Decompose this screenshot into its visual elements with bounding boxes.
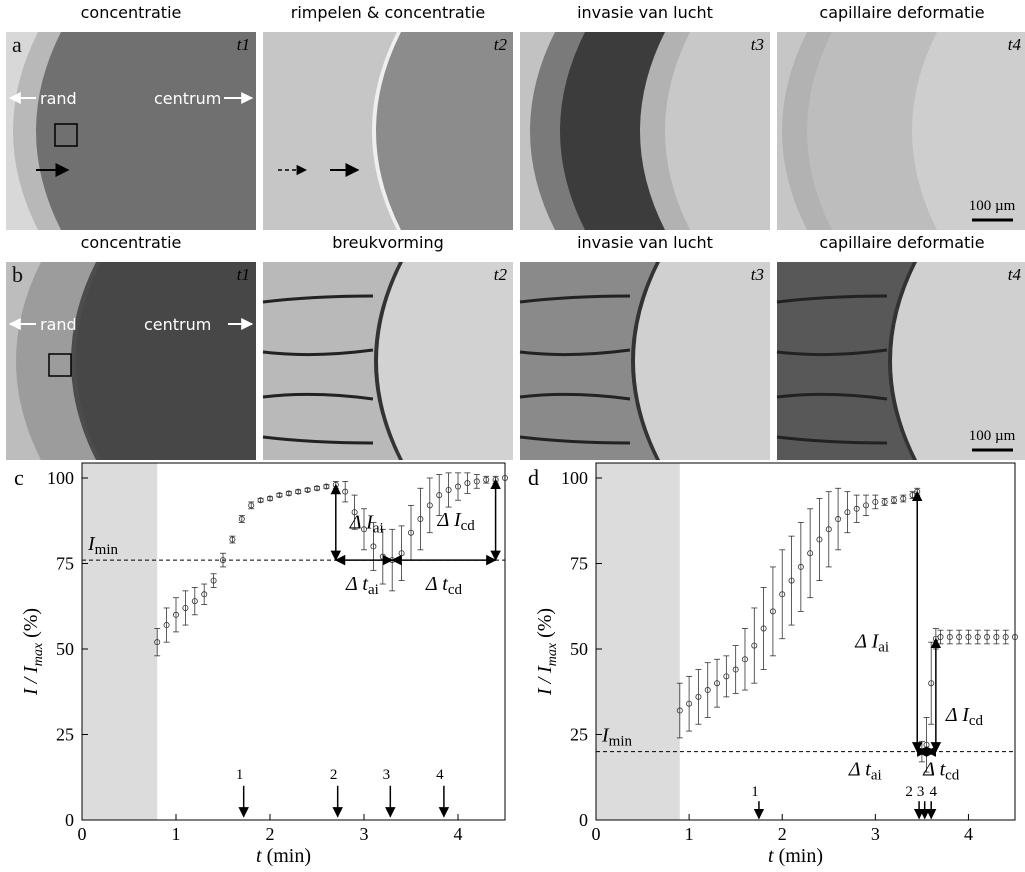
y-axis-label-sub: max [545, 642, 560, 666]
scale-bar-label: 100 µm [969, 428, 1016, 444]
x-tick-label: 1 [685, 824, 694, 844]
y-axis-label-unit: (%) [20, 608, 42, 643]
y-axis-label-main: I / I [20, 665, 42, 696]
row-label: b [12, 262, 23, 287]
imin-sub: min [95, 542, 119, 558]
panel-title: invasie van lucht [577, 3, 713, 22]
row-label: a [12, 32, 22, 57]
x-axis-label: t (min) [768, 845, 823, 867]
time-label: t1 [237, 35, 250, 54]
y-tick-label: 75 [570, 554, 588, 574]
panel-title: capillaire deformatie [819, 3, 984, 22]
x-tick-label: 0 [78, 824, 87, 844]
x-tick-label: 1 [172, 824, 181, 844]
panel-title: breukvorming [332, 233, 444, 252]
delta-sub: ai [368, 582, 379, 598]
y-tick-label: 25 [56, 725, 74, 745]
delta-main: Δ t [345, 573, 368, 595]
event-label: 4 [436, 767, 444, 783]
y-axis-label: I / Imax (%) [20, 608, 46, 696]
x-tick-label: 4 [964, 824, 973, 844]
scale-bar-label: 100 µm [969, 198, 1016, 214]
delta-main: Δ t [425, 573, 448, 595]
panel-title: invasie van lucht [577, 233, 713, 252]
time-label: t4 [1008, 35, 1022, 54]
delta-sub: cd [448, 582, 463, 598]
delta-main: Δ I [437, 509, 462, 531]
y-tick-label: 50 [570, 639, 588, 659]
panel-title: concentratie [81, 233, 182, 252]
event-label: 2 [905, 784, 913, 800]
y-axis-label-sub: max [31, 642, 46, 666]
delta-main: Δ I [945, 704, 970, 726]
time-label: t2 [494, 265, 508, 284]
panel-title: rimpelen & concentratie [291, 3, 485, 22]
centrum-label: centrum [154, 89, 221, 108]
delta-label: Δ tai [345, 573, 379, 598]
delta-label: Δ Iai [349, 511, 384, 536]
time-label: t2 [494, 35, 508, 54]
delta-main: Δ t [922, 759, 945, 781]
delta-sub: ai [871, 768, 882, 784]
time-label: t1 [237, 265, 250, 284]
time-label: t3 [751, 265, 764, 284]
x-axis-label-unit: (min) [262, 845, 311, 867]
delta-sub: cd [461, 518, 476, 534]
figure: concentratie t1 rimpelen & concentratie t2 i… [0, 0, 1025, 872]
x-tick-label: 3 [360, 824, 369, 844]
delta-label: Δ tcd [425, 573, 463, 598]
time-label: t3 [751, 35, 764, 54]
event-label: 3 [917, 784, 925, 800]
delta-label: Δ tai [848, 759, 882, 784]
y-axis-label-unit: (%) [534, 608, 556, 643]
event-label: 1 [236, 767, 244, 783]
delta-main: Δ t [848, 759, 871, 781]
centrum-label: centrum [144, 315, 211, 334]
rand-label: rand [40, 89, 77, 108]
delta-label: Δ tcd [922, 759, 960, 784]
delta-sub: ai [373, 520, 384, 536]
event-label: 3 [383, 767, 391, 783]
x-tick-label: 2 [778, 824, 787, 844]
y-tick-label: 25 [570, 725, 588, 745]
panel-label: d [528, 465, 539, 490]
event-label: 2 [330, 767, 338, 783]
y-tick-label: 100 [561, 468, 588, 488]
delta-sub: cd [969, 713, 984, 729]
rand-label: rand [40, 315, 77, 334]
panel-label: c [14, 465, 24, 490]
imin-sub: min [609, 734, 633, 750]
x-tick-label: 4 [454, 824, 463, 844]
x-axis-label-unit: (min) [774, 845, 823, 867]
y-axis-label: I / Imax (%) [534, 608, 560, 696]
event-label: 1 [751, 784, 759, 800]
delta-sub: ai [878, 640, 889, 656]
y-tick-label: 0 [579, 810, 588, 830]
delta-main: Δ I [854, 631, 879, 653]
delta-label: Δ Icd [437, 509, 476, 534]
time-label: t4 [1008, 265, 1022, 284]
delta-label: Δ Iai [854, 631, 889, 656]
panel-title: concentratie [81, 3, 182, 22]
shaded-region [596, 463, 680, 820]
x-axis-label: t (min) [256, 845, 311, 867]
x-tick-label: 2 [266, 824, 275, 844]
delta-label: Δ Icd [945, 704, 984, 729]
panel-title: capillaire deformatie [819, 233, 984, 252]
event-label: 4 [929, 784, 937, 800]
x-tick-label: 0 [592, 824, 601, 844]
delta-main: Δ I [349, 511, 374, 533]
y-tick-label: 75 [56, 554, 74, 574]
y-tick-label: 50 [56, 639, 74, 659]
y-tick-label: 100 [47, 468, 74, 488]
y-axis-label-main: I / I [534, 665, 556, 696]
delta-sub: cd [945, 768, 960, 784]
shaded-region [82, 463, 157, 820]
x-tick-label: 3 [871, 824, 880, 844]
y-tick-label: 0 [65, 810, 74, 830]
